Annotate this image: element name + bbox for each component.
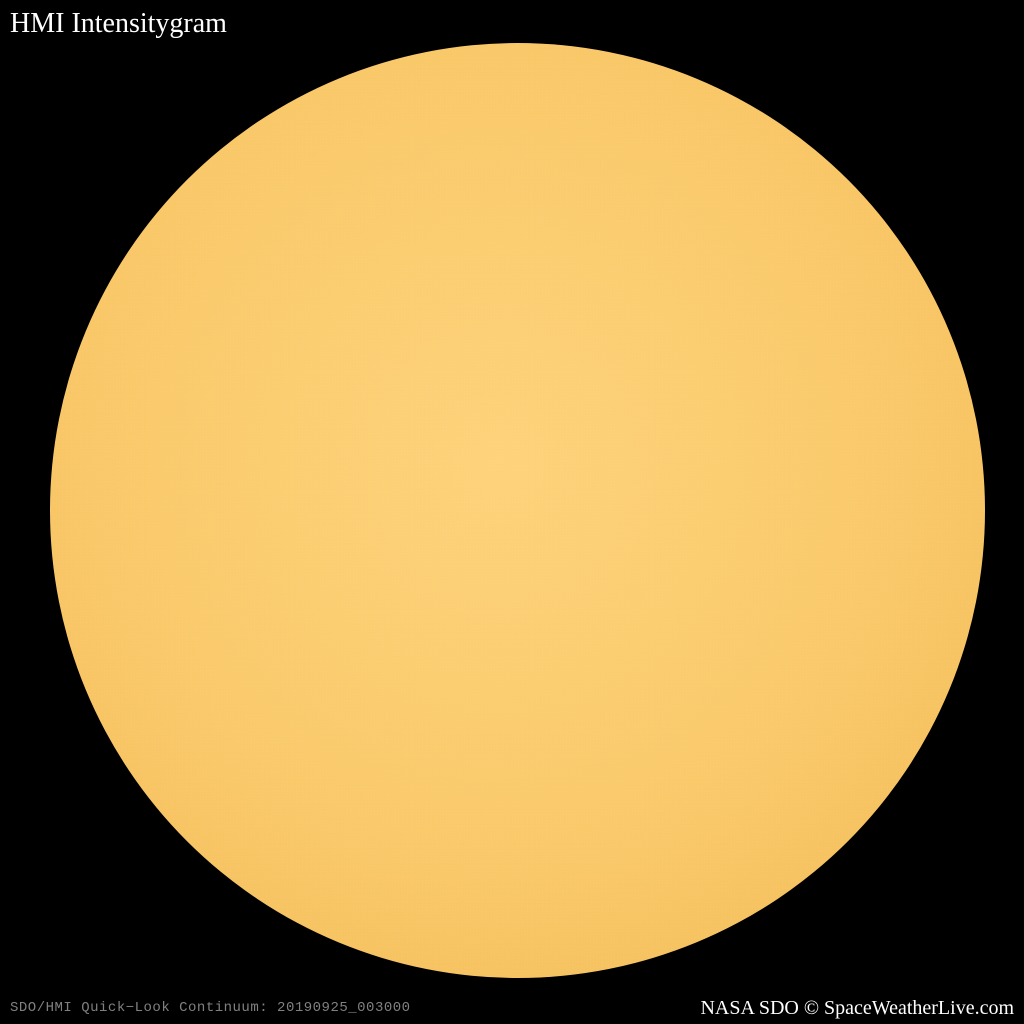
image-title: HMI Intensitygram [10, 8, 227, 40]
credit-label: NASA SDO © SpaceWeatherLive.com [700, 997, 1014, 1020]
solar-disc [50, 43, 985, 978]
observation-timestamp-label: SDO/HMI Quick−Look Continuum: 20190925_0… [10, 1000, 411, 1016]
